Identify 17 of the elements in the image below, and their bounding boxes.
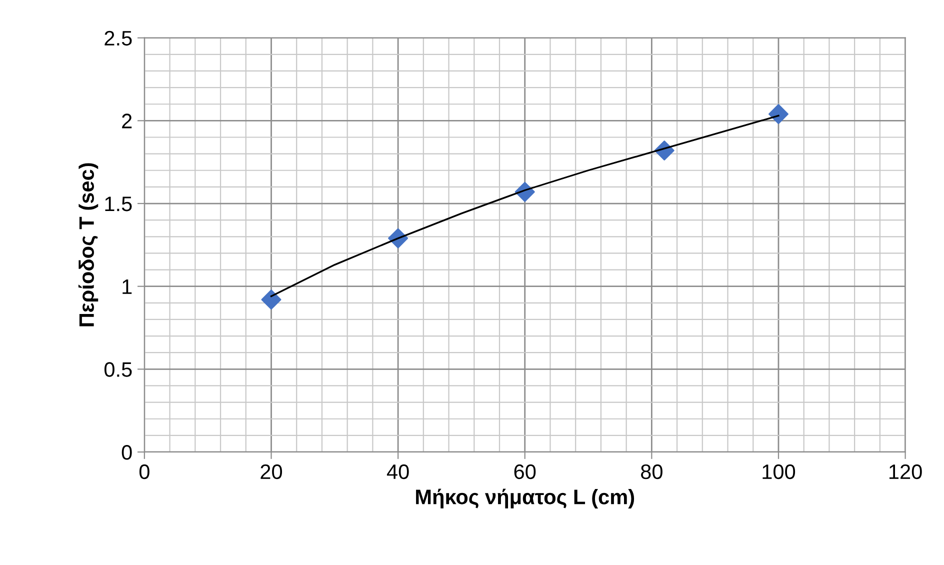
y-tick-label: 0 <box>122 445 132 460</box>
point <box>261 290 282 310</box>
y-tick-label: 1.5 <box>105 196 132 212</box>
y-tick-label: 2.5 <box>104 30 132 46</box>
x-axis-title: Μήκος νήματος L (cm) <box>416 488 634 508</box>
x-tick-label: 100 <box>762 464 796 480</box>
y-tick-label: 1 <box>122 280 132 294</box>
y-tick-label: 2 <box>122 114 132 128</box>
y-axis-title: Περίοδος T (sec) <box>78 163 98 326</box>
x-tick-label: 60 <box>514 464 536 480</box>
point <box>768 104 788 124</box>
x-tick-label: 0 <box>139 464 150 480</box>
y-tick-label: 0.5 <box>104 362 132 377</box>
x-tick-label: 40 <box>386 464 409 480</box>
x-tick-label: 120 <box>890 464 922 480</box>
x-tick-label: 80 <box>640 464 662 480</box>
x-tick-label: 20 <box>260 464 282 480</box>
